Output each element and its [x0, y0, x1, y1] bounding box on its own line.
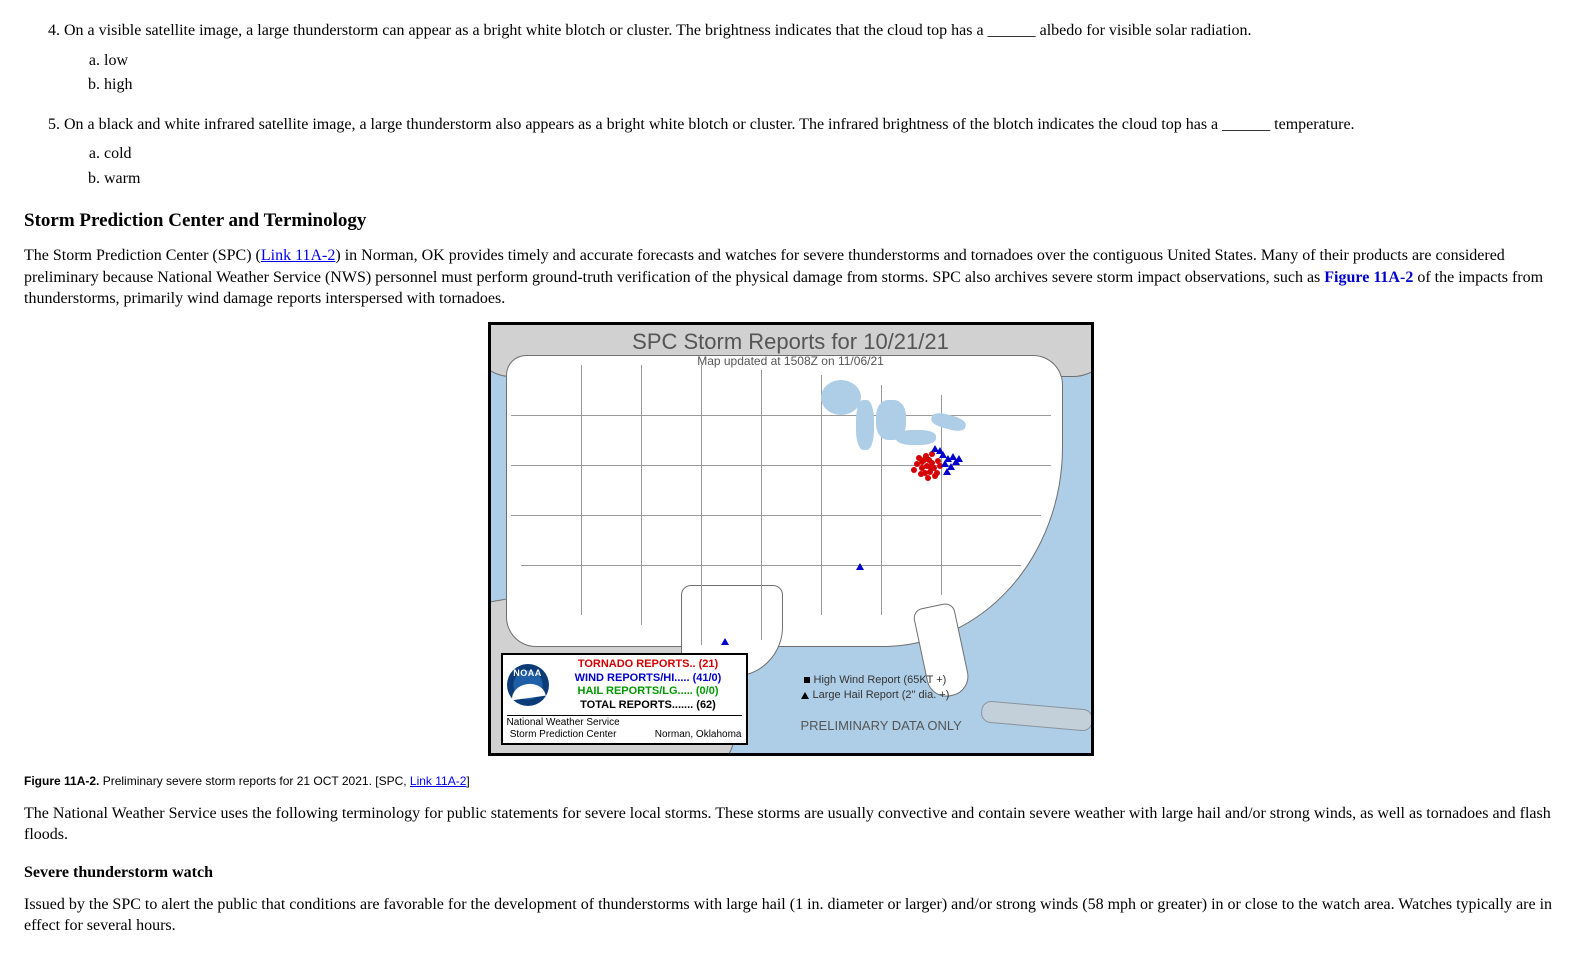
question-list: On a visible satellite image, a large th… — [24, 20, 1557, 190]
caption-label: Figure 11A-2. — [24, 774, 99, 788]
map-lake-superior — [821, 380, 861, 415]
intro-paragraph: The Storm Prediction Center (SPC) (Link … — [24, 245, 1557, 310]
legend-hail: HAIL REPORTS/LG..... (0/0) — [555, 685, 742, 699]
wind-report-marker — [856, 563, 864, 570]
caption-link[interactable]: Link 11A-2 — [410, 774, 466, 788]
state-border — [821, 375, 822, 615]
legend-tornado: TORNADO REPORTS.. (21) — [555, 658, 742, 672]
state-border — [511, 465, 1051, 466]
link-11a-2[interactable]: Link 11A-2 — [261, 247, 336, 264]
option-a: low — [104, 50, 1557, 72]
legend-foot-spc: Storm Prediction Center — [507, 729, 620, 742]
square-icon — [804, 677, 810, 683]
map-right-legend: High Wind Report (65KT +) Large Hail Rep… — [801, 673, 950, 703]
state-border — [511, 415, 1051, 416]
wind-report-marker — [955, 455, 963, 462]
legend-wind: WIND REPORTS/HI..... (41/0) — [555, 672, 742, 686]
right-legend-wind: High Wind Report (65KT +) — [814, 674, 947, 686]
state-border — [521, 565, 1021, 566]
noaa-label: NOAA — [507, 668, 549, 679]
term-heading-watch: Severe thunderstorm watch — [24, 862, 1557, 884]
tornado-report-marker — [922, 470, 928, 476]
term-body-watch: Issued by the SPC to alert the public th… — [24, 894, 1557, 937]
triangle-icon — [801, 692, 809, 699]
map-region-usa — [506, 355, 1063, 647]
para-text: The Storm Prediction Center (SPC) ( — [24, 247, 261, 264]
legend-total: TOTAL REPORTS....... (62) — [555, 699, 742, 713]
tornado-report-marker — [919, 459, 925, 465]
noaa-logo-icon: NOAA — [507, 664, 549, 706]
wind-report-marker — [931, 445, 939, 452]
terminology-intro: The National Weather Service uses the fo… — [24, 803, 1557, 846]
map-lake-michigan — [856, 400, 874, 450]
option-b: warm — [104, 168, 1557, 190]
question-text: On a black and white infrared satellite … — [64, 116, 1355, 133]
state-border — [581, 365, 582, 615]
map-subtitle: Map updated at 1508Z on 11/06/21 — [491, 353, 1091, 369]
section-heading: Storm Prediction Center and Terminology — [24, 208, 1557, 234]
legend-foot-location: Norman, Oklahoma — [655, 729, 742, 742]
figure-caption: Figure 11A-2. Preliminary severe storm r… — [24, 773, 1557, 789]
tornado-report-marker — [928, 465, 934, 471]
map-lake-erie — [896, 430, 936, 445]
legend-lines: TORNADO REPORTS.. (21) WIND REPORTS/HI..… — [555, 658, 742, 713]
state-border — [701, 365, 702, 645]
right-legend-hail: Large Hail Report (2" dia. +) — [813, 689, 950, 701]
map-region-cuba — [980, 700, 1093, 732]
spc-storm-reports-map: SPC Storm Reports for 10/21/21 Map updat… — [488, 322, 1094, 756]
wind-report-marker — [943, 468, 951, 475]
map-legend-box: NOAA TORNADO REPORTS.. (21) WIND REPORTS… — [501, 653, 748, 745]
caption-text: ] — [466, 774, 469, 788]
legend-footer: National Weather Service Storm Predictio… — [507, 715, 742, 742]
figure-reference: Figure 11A-2 — [1324, 269, 1413, 286]
preliminary-label: PRELIMINARY DATA ONLY — [801, 717, 962, 735]
state-border — [641, 365, 642, 625]
caption-text: Preliminary severe storm reports for 21 … — [99, 774, 410, 788]
tornado-report-marker — [911, 467, 917, 473]
question-5-options: cold warm — [64, 143, 1557, 189]
option-b: high — [104, 74, 1557, 96]
figure-container: SPC Storm Reports for 10/21/21 Map updat… — [24, 322, 1557, 763]
state-border — [511, 515, 1041, 516]
option-a: cold — [104, 143, 1557, 165]
question-4-options: low high — [64, 50, 1557, 96]
question-4: On a visible satellite image, a large th… — [64, 20, 1557, 96]
tornado-report-marker — [926, 457, 932, 463]
question-5: On a black and white infrared satellite … — [64, 114, 1557, 190]
state-border — [761, 370, 762, 640]
legend-foot-nws: National Weather Service — [507, 717, 620, 730]
tornado-report-marker — [934, 470, 940, 476]
question-text: On a visible satellite image, a large th… — [64, 22, 1252, 39]
wind-report-marker — [721, 638, 729, 645]
